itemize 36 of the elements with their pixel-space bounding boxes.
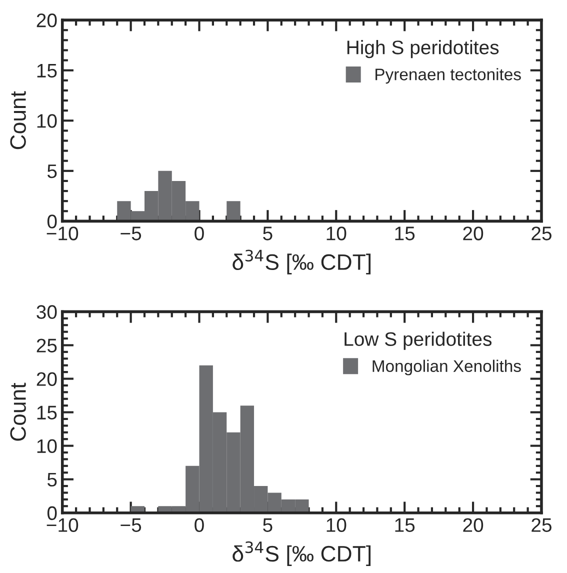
x-tick-label: 20 xyxy=(463,518,484,532)
y-axis-title: Count xyxy=(10,91,26,150)
legend-title: Low S peridotites xyxy=(344,332,492,350)
x-tick-label: −10 xyxy=(46,226,78,240)
y-tick-label: 10 xyxy=(37,114,57,128)
x-axis-title: δ$^{34}$S [‰ CDT] xyxy=(232,541,371,566)
x-tick-label: 0 xyxy=(194,518,204,532)
y-tick-label: 30 xyxy=(36,305,57,319)
y-tick-label: 0 xyxy=(47,214,57,228)
x-tick-label: −5 xyxy=(120,518,142,532)
y-tick-label: 25 xyxy=(36,338,57,352)
legend-label: Mongolian Xenoliths xyxy=(372,360,521,376)
x-tick-label: 5 xyxy=(263,226,272,240)
x-axis-title: δ$^{34}$S [‰ CDT] xyxy=(232,250,371,274)
x-tick-label: 10 xyxy=(326,518,346,532)
y-tick-label: 15 xyxy=(37,64,57,78)
x-tick-label: 5 xyxy=(263,518,272,532)
x-tick-label: 10 xyxy=(326,226,346,240)
legend-label: Pyrenaen tectonites xyxy=(376,68,521,84)
y-tick-label: 10 xyxy=(37,439,57,454)
y-tick-label: 0 xyxy=(47,506,57,520)
x-tick-label: −5 xyxy=(120,226,142,240)
y-tick-label: 20 xyxy=(36,372,57,386)
y-tick-label: 5 xyxy=(47,472,57,487)
x-tick-label: 25 xyxy=(532,518,552,532)
x-tick-label: 15 xyxy=(395,518,415,532)
x-tick-label: −10 xyxy=(46,518,78,532)
x-tick-label: 15 xyxy=(395,226,415,240)
x-tick-label: 25 xyxy=(532,226,552,240)
x-tick-label: 0 xyxy=(194,226,204,240)
y-tick-label: 15 xyxy=(37,406,57,420)
y-tick-label: 20 xyxy=(36,14,57,28)
x-tick-label: 20 xyxy=(463,226,484,240)
legend-title: High S peridotites xyxy=(347,40,499,58)
y-axis-title: Count xyxy=(10,382,26,441)
y-tick-label: 5 xyxy=(47,164,57,178)
